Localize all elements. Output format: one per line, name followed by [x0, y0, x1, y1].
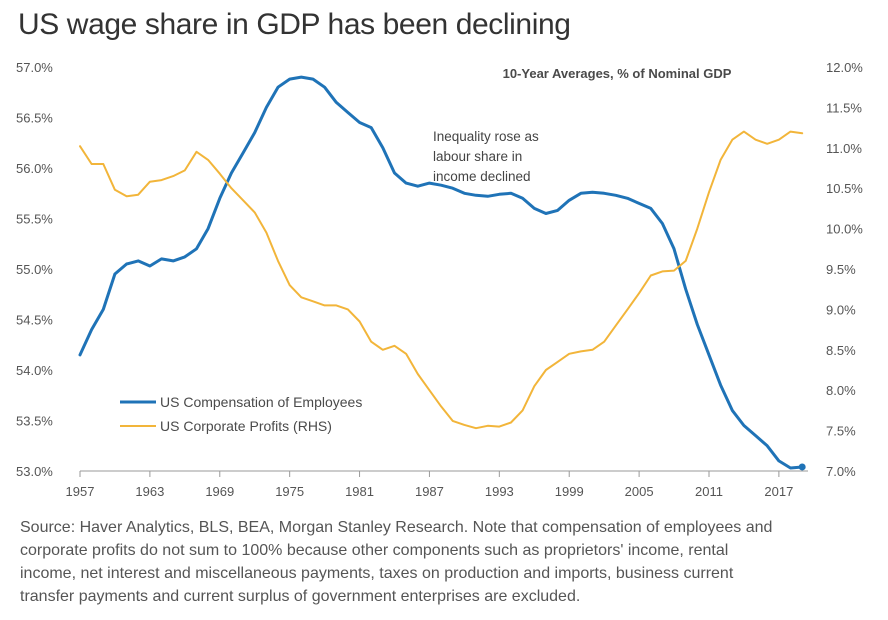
- annotation-line-1: Inequality rose as: [433, 129, 539, 144]
- left-tick-label: 55.5%: [16, 212, 53, 227]
- x-tick-label: 1957: [66, 484, 95, 499]
- left-tick-label: 54.0%: [16, 363, 53, 378]
- series-lines: [78, 75, 806, 471]
- series-endpoint-marker: [798, 463, 806, 471]
- right-tick-label: 10.5%: [826, 181, 863, 196]
- x-tick-label: 1987: [415, 484, 444, 499]
- x-tick-label: 2017: [764, 484, 793, 499]
- x-tick-label: 2011: [695, 484, 723, 499]
- right-tick-label: 11.0%: [826, 141, 862, 156]
- right-tick-label: 9.0%: [826, 302, 856, 317]
- chart-title: US wage share in GDP has been declining: [18, 8, 571, 41]
- legend-label-profits: US Corporate Profits (RHS): [160, 418, 332, 434]
- right-tick-label: 10.0%: [826, 222, 863, 237]
- chart-subtitle: 10-Year Averages, % of Nominal GDP: [503, 66, 732, 81]
- annotation-text: Inequality rose as labour share in incom…: [433, 129, 543, 184]
- annotation-line-2: labour share in: [433, 149, 522, 164]
- source-line-3: income, net interest and miscellaneous p…: [20, 565, 734, 582]
- left-tick-label: 53.0%: [16, 464, 53, 479]
- right-axis-ticks: 7.0% 7.5% 8.0% 8.5% 9.0% 9.5% 10.0% 10.5% 11.0% 1…: [826, 60, 863, 479]
- left-tick-label: 54.5%: [16, 313, 53, 328]
- series-line-compensation: [78, 75, 804, 470]
- legend: US Compensation of Employees US Corporat…: [120, 394, 362, 434]
- source-line-4: transfer payments and current surplus of…: [20, 588, 581, 605]
- x-tick-label: 1999: [555, 484, 584, 499]
- annotation-line-3: income declined: [433, 169, 531, 184]
- line-chart: 53.0% 53.5% 54.0% 54.5% 55.0% 55.5% 56.0% 56.5%…: [16, 60, 863, 499]
- right-tick-label: 7.5%: [826, 424, 856, 439]
- right-tick-label: 12.0%: [826, 60, 863, 75]
- series-line-profits: [79, 130, 804, 430]
- x-tick-label: 1981: [345, 484, 374, 499]
- x-tick-label: 1969: [205, 484, 234, 499]
- source-line-2: corporate profits do not sum to 100% bec…: [20, 542, 729, 559]
- right-tick-label: 7.0%: [826, 464, 856, 479]
- legend-label-compensation: US Compensation of Employees: [160, 394, 362, 410]
- right-tick-label: 11.5%: [826, 100, 862, 115]
- x-tick-label: 1975: [275, 484, 304, 499]
- x-tick-label: 1993: [485, 484, 514, 499]
- x-tick-label: 1963: [135, 484, 164, 499]
- right-tick-label: 9.5%: [826, 262, 856, 277]
- right-tick-label: 8.0%: [826, 383, 856, 398]
- source-note: Source: Haver Analytics, BLS, BEA, Morga…: [20, 516, 870, 608]
- source-line-1: Source: Haver Analytics, BLS, BEA, Morga…: [20, 519, 773, 536]
- left-tick-label: 53.5%: [16, 414, 53, 429]
- left-tick-label: 57.0%: [16, 60, 53, 75]
- x-axis-ticks: 1957 1963 1969 1975 1981 1987 1993 1999 2005 2011…: [66, 471, 793, 499]
- left-tick-label: 56.5%: [16, 111, 53, 126]
- right-tick-label: 8.5%: [826, 343, 856, 358]
- left-axis-ticks: 53.0% 53.5% 54.0% 54.5% 55.0% 55.5% 56.0% 56.5%…: [16, 60, 53, 479]
- left-tick-label: 56.0%: [16, 161, 53, 176]
- x-tick-label: 2005: [625, 484, 654, 499]
- left-tick-label: 55.0%: [16, 262, 53, 277]
